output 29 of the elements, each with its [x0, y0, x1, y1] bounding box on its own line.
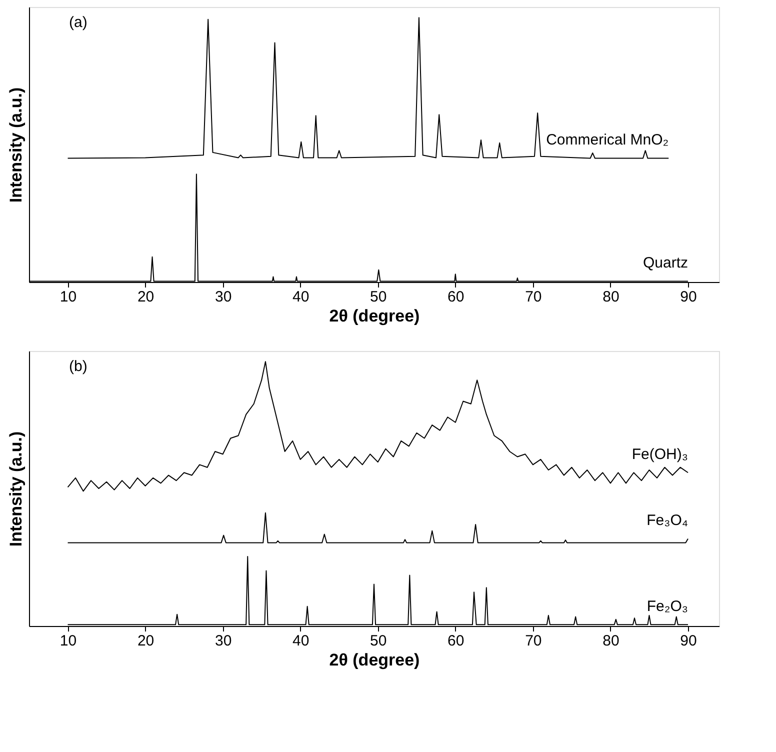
x-tick-label: 80 — [602, 632, 620, 650]
x-tick-label: 20 — [137, 288, 154, 306]
y-axis-title: Intensity (a.u.) — [6, 431, 26, 547]
x-tick-label: 90 — [680, 288, 697, 306]
x-tick-label: 10 — [60, 288, 77, 306]
x-tick-label: 50 — [370, 632, 387, 650]
x-tick-label: 90 — [680, 632, 697, 650]
series-label: Fe₃O₄ — [646, 512, 688, 530]
annotation: (a) — [69, 14, 88, 31]
x-tick-label: 30 — [214, 288, 232, 306]
x-axis-title: 2θ (degree) — [329, 650, 420, 670]
x-tick-label: 80 — [602, 288, 620, 306]
x-tick-label: 40 — [292, 288, 310, 306]
y-axis-title: Intensity (a.u.) — [6, 87, 26, 203]
x-axis-title: 2θ (degree) — [329, 306, 420, 326]
x-tick-label: 50 — [370, 288, 387, 306]
x-tick-label: 70 — [525, 288, 542, 306]
series-label: Quartz — [642, 254, 688, 272]
x-tick-label: 60 — [448, 288, 464, 306]
x-tick-label: 40 — [292, 632, 310, 650]
x-tick-label: 30 — [214, 632, 232, 650]
x-tick-label: 60 — [448, 632, 464, 650]
series-label: Fe(OH)₃ — [632, 446, 688, 464]
x-tick-label: 70 — [525, 632, 542, 650]
series-label: Commerical MnO₂ — [546, 132, 669, 149]
x-tick-label: 10 — [60, 632, 77, 650]
annotation: (b) — [69, 358, 88, 375]
series-label: Fe₂O₃ — [646, 598, 688, 616]
x-tick-label: 20 — [137, 632, 154, 650]
